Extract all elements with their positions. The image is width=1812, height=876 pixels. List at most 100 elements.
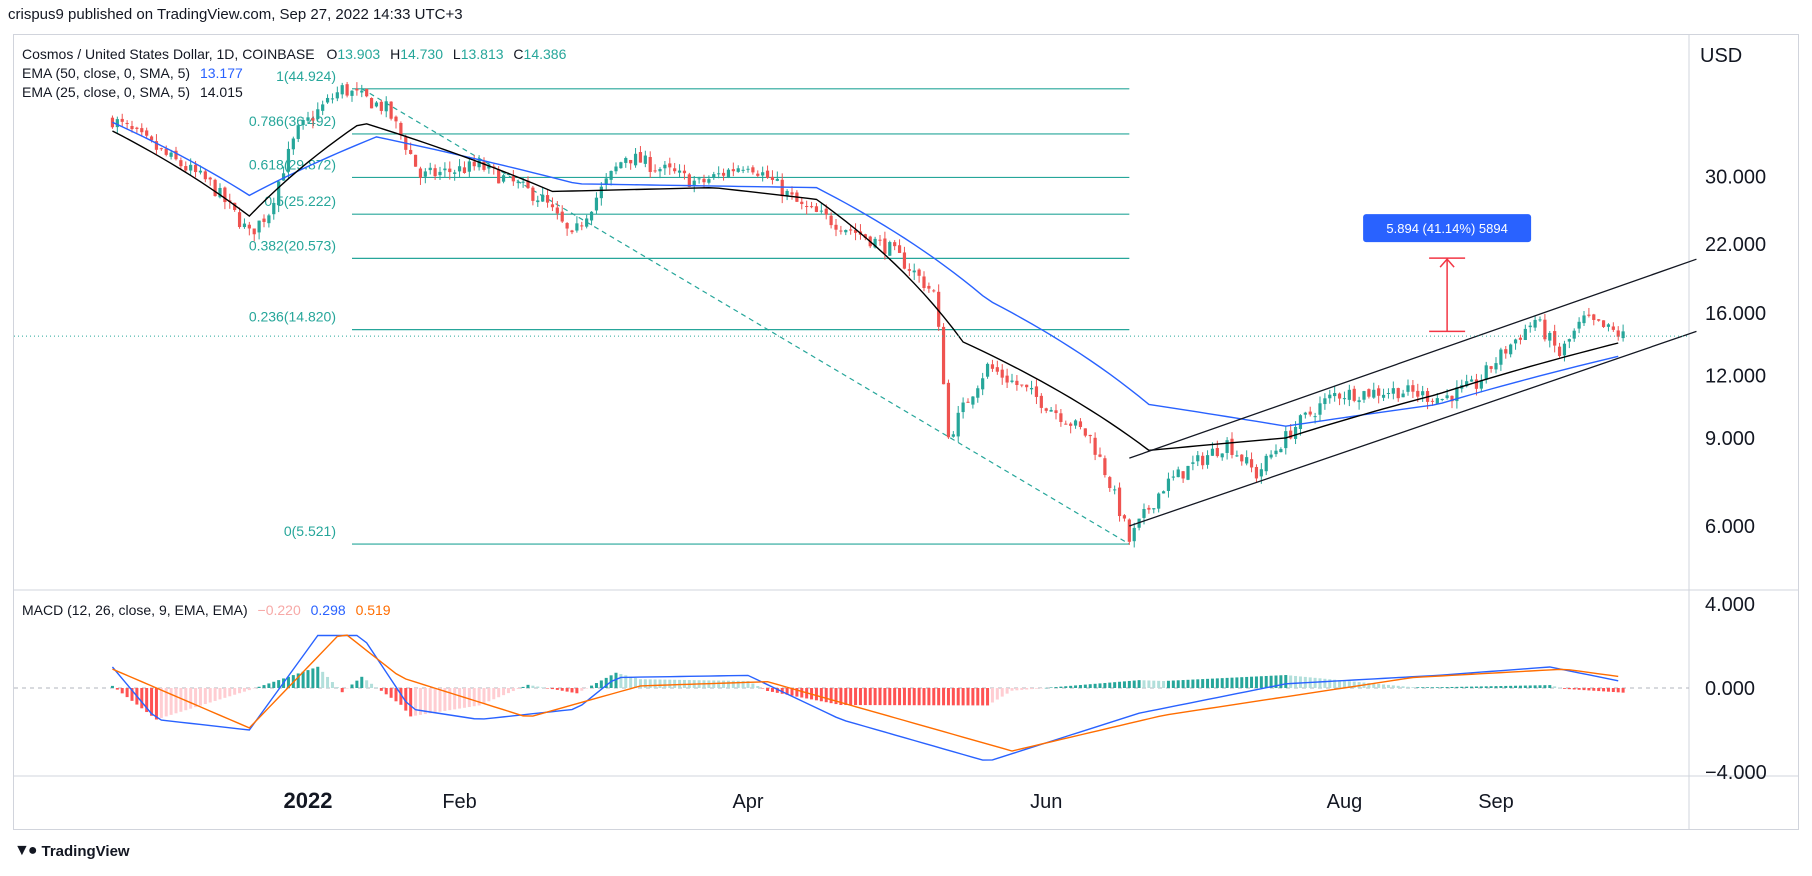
candle xyxy=(413,154,418,167)
candle xyxy=(389,101,393,121)
macd-histogram-bar xyxy=(482,688,486,704)
macd-histogram-bar xyxy=(717,680,721,688)
candle xyxy=(1411,380,1415,399)
candle xyxy=(1186,465,1190,481)
macd-histogram-bar xyxy=(550,688,554,690)
macd-histogram-bar xyxy=(1455,686,1459,688)
candle xyxy=(536,195,540,207)
signal-line xyxy=(112,634,1619,752)
macd-histogram-bar xyxy=(614,672,618,688)
macd-histogram-bar xyxy=(888,688,892,706)
macd-histogram-bar xyxy=(1284,675,1288,688)
macd-histogram-bar xyxy=(1582,688,1586,691)
candle xyxy=(555,201,559,220)
candle xyxy=(1010,373,1014,384)
candle xyxy=(736,165,740,173)
macd-histogram-bar xyxy=(1572,688,1576,690)
candle xyxy=(379,99,383,115)
macd-histogram-bar xyxy=(194,688,198,708)
macd-histogram-bar xyxy=(868,688,872,706)
candle xyxy=(1127,518,1131,545)
macd-histogram-bar xyxy=(1621,688,1625,693)
legend-close-label: C xyxy=(513,46,523,62)
macd-pane xyxy=(14,634,1689,761)
candle xyxy=(1249,452,1254,473)
candle xyxy=(756,170,760,178)
fib-retracement[interactable]: 1(44.924) 0.786(36.492) 0.618(29.872) 0.5(2… xyxy=(249,68,1130,545)
macd-histogram-bar xyxy=(638,679,642,688)
time-axis[interactable]: 2022 Feb Apr Jun Aug Sep xyxy=(284,788,1514,813)
candle xyxy=(927,282,931,293)
macd-histogram-bar xyxy=(546,688,550,689)
candle xyxy=(252,228,256,242)
macd-histogram-bar xyxy=(1274,675,1278,688)
macd-histogram-bar xyxy=(1049,687,1053,688)
candle xyxy=(1000,364,1004,385)
macd-histogram-bar xyxy=(1122,681,1126,688)
macd-histogram-bar xyxy=(360,676,364,688)
chart-frame[interactable] xyxy=(13,34,1799,830)
macd-histogram-bar xyxy=(1294,675,1298,688)
legend-macd-label: MACD (12, 26, close, 9, EMA, EMA) xyxy=(22,602,248,618)
macd-histogram-bar xyxy=(902,688,906,706)
macd-histogram-bar xyxy=(858,688,862,706)
candle xyxy=(1342,391,1347,405)
candle xyxy=(849,225,853,235)
macd-histogram-bar xyxy=(1323,678,1327,688)
candle xyxy=(599,182,603,206)
macd-histogram-bar xyxy=(1113,682,1117,688)
macd-histogram-bar xyxy=(1059,686,1063,688)
macd-histogram-bar xyxy=(599,680,603,688)
candle xyxy=(1440,398,1444,402)
macd-histogram-bar xyxy=(306,670,310,688)
candle xyxy=(624,156,628,168)
candle xyxy=(511,170,515,186)
fib-level-label: 0.236(14.820) xyxy=(249,309,336,325)
macd-histogram-bar xyxy=(1118,681,1122,688)
candle xyxy=(1435,393,1439,405)
macd-histogram-bar xyxy=(1166,680,1170,688)
candle xyxy=(717,166,721,179)
candle xyxy=(541,187,545,202)
parallel-channel[interactable] xyxy=(1129,258,1697,527)
macd-histogram-bar xyxy=(1098,683,1102,688)
candle xyxy=(589,211,594,226)
fib-trend-line[interactable] xyxy=(361,88,1130,545)
macd-histogram-bar xyxy=(541,687,545,688)
macd-histogram-bar xyxy=(179,688,183,712)
macd-histogram-bar xyxy=(140,688,144,709)
macd-histogram-bar xyxy=(1499,686,1503,688)
candle xyxy=(1499,347,1503,371)
candle xyxy=(423,168,427,184)
candle xyxy=(1567,338,1571,349)
macd-histogram-bar xyxy=(374,687,378,688)
macd-histogram-bar xyxy=(1440,687,1444,688)
candle xyxy=(1078,418,1083,430)
candle xyxy=(604,173,608,190)
macd-histogram-bar xyxy=(1259,676,1263,688)
time-tick-label: 2022 xyxy=(284,788,333,813)
candle xyxy=(1161,490,1166,494)
candle xyxy=(1137,518,1141,531)
price-range-measure[interactable]: 5.894 (41.14%) 5894 xyxy=(1363,214,1532,333)
candle xyxy=(1201,452,1205,470)
macd-histogram-bar xyxy=(854,688,858,706)
candle xyxy=(550,197,555,212)
macd-histogram-bar xyxy=(1015,688,1019,691)
candle xyxy=(394,115,398,129)
price-axis[interactable]: 30.000 22.000 16.000 12.000 9.000 6.000 4.000 0… xyxy=(1705,166,1767,784)
macd-histogram-bar xyxy=(1220,678,1224,688)
macd-histogram-bar xyxy=(418,688,422,715)
candle xyxy=(1362,390,1366,403)
macd-histogram-bar xyxy=(487,688,491,702)
candle xyxy=(516,179,520,189)
macd-histogram-bar xyxy=(1504,685,1508,688)
candle xyxy=(291,136,295,155)
candle xyxy=(1098,447,1102,458)
legend-high-label: H xyxy=(390,46,400,62)
macd-histogram-bar xyxy=(272,681,276,688)
macd-histogram-bar xyxy=(922,688,926,706)
candle xyxy=(565,222,569,236)
macd-histogram-bar xyxy=(785,688,789,695)
